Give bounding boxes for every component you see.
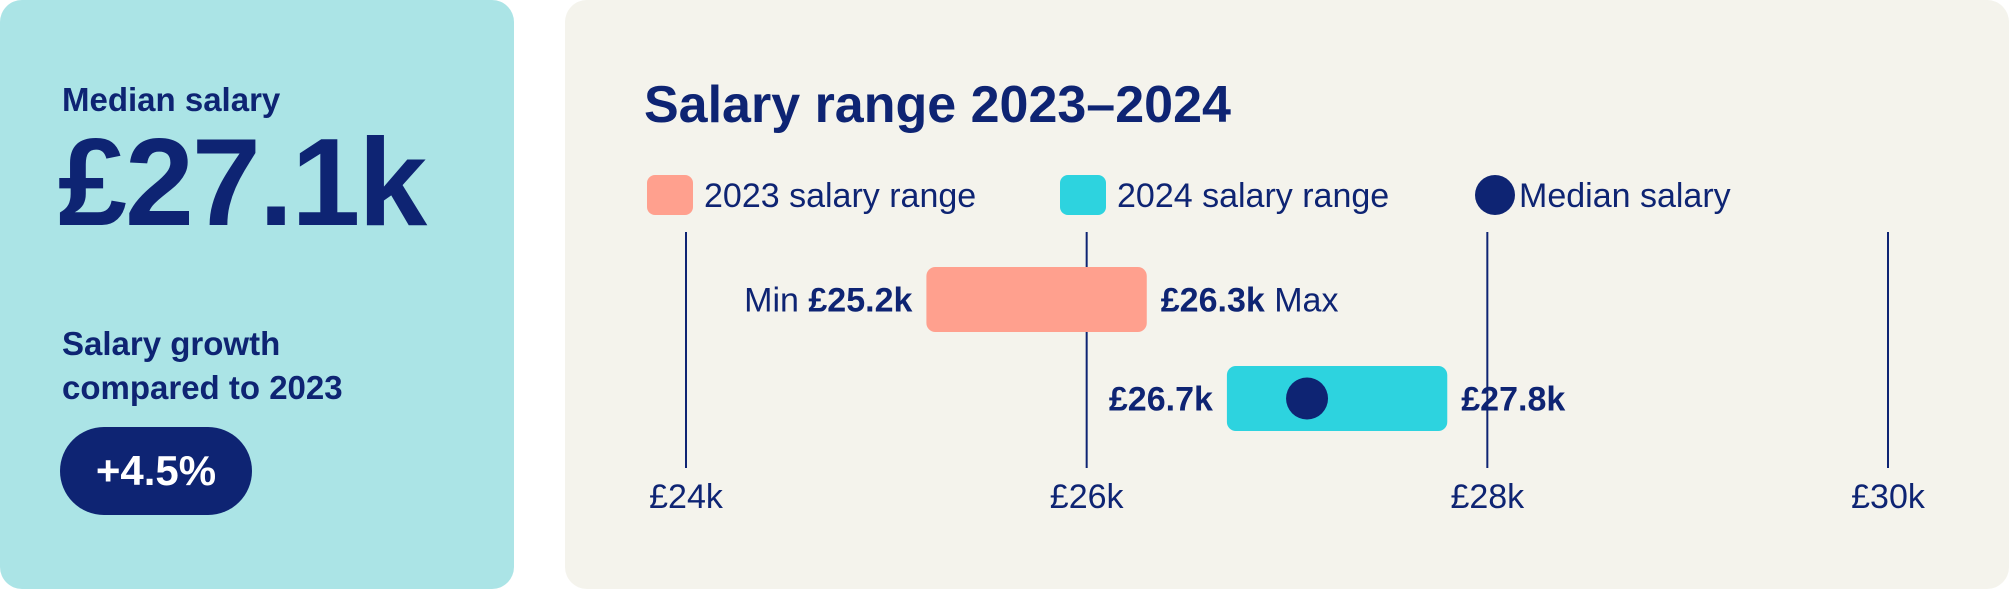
legend-swatch-1 (1060, 175, 1106, 215)
legend-label-0: 2023 salary range (704, 177, 976, 215)
growth-label-line2: compared to 2023 (62, 369, 343, 406)
range-min-label: £26.7k (1109, 381, 1213, 419)
growth-badge: +4.5% (60, 427, 252, 515)
legend-swatch-0 (647, 175, 693, 215)
x-tick-label: £30k (1851, 478, 1926, 516)
median-salary-label: Median salary (62, 81, 281, 118)
range-bar-2023 (926, 267, 1147, 332)
range-max-label: £26.3k Max (1161, 282, 1339, 320)
x-tick-label: £26k (1050, 478, 1125, 516)
x-tick-label: £24k (649, 478, 724, 516)
median-summary-card: Median salary £27.1k Salary growth compa… (0, 0, 514, 589)
legend-median-marker (1475, 175, 1515, 215)
median-salary-value: £27.1k (58, 114, 427, 252)
range-min-label: Min £25.2k (744, 282, 912, 320)
x-tick-label: £28k (1450, 478, 1525, 516)
legend-label-1: 2024 salary range (1117, 177, 1389, 215)
range-bar-2024 (1226, 366, 1448, 431)
salary-range-card (565, 0, 2009, 589)
median-marker (1286, 377, 1329, 420)
chart-title: Salary range 2023–2024 (644, 76, 1231, 134)
range-max-label: £27.8k (1461, 381, 1565, 419)
growth-label-line1: Salary growth (62, 325, 281, 362)
legend-label-2: Median salary (1519, 177, 1731, 215)
